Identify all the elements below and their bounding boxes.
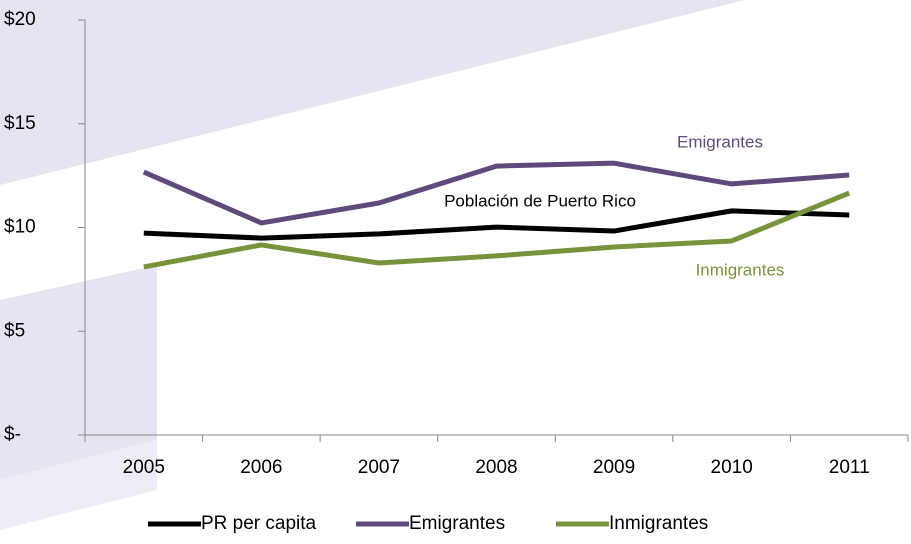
x-tick-label: 2008 (475, 457, 517, 478)
y-tick-label: $- (4, 424, 21, 445)
x-tick-label: 2009 (593, 457, 635, 478)
annotation: Inmigrantes (696, 260, 785, 279)
background-shape (0, 0, 745, 185)
x-tick-label: 2005 (123, 457, 165, 478)
x-tick-label: 2006 (240, 457, 282, 478)
series-line (143, 190, 851, 270)
background-shape (0, 440, 157, 530)
x-tick-label: 2007 (358, 457, 400, 478)
y-tick-label: $10 (4, 217, 36, 238)
x-tick-label: 2011 (829, 457, 870, 478)
y-tick-label: $15 (4, 113, 36, 134)
series-line (143, 208, 850, 241)
legend-label: Inmigrantes (609, 513, 708, 534)
legend-label: Emigrantes (409, 513, 505, 534)
background-shape (0, 265, 157, 480)
y-tick-label: $20 (4, 9, 36, 30)
annotation: Emigrantes (677, 132, 763, 151)
annotation: Población de Puerto Rico (444, 191, 636, 210)
x-tick-label: 2010 (711, 457, 753, 478)
legend-label: PR per capita (201, 513, 317, 534)
y-tick-label: $5 (4, 320, 25, 341)
series-line (142, 160, 850, 226)
